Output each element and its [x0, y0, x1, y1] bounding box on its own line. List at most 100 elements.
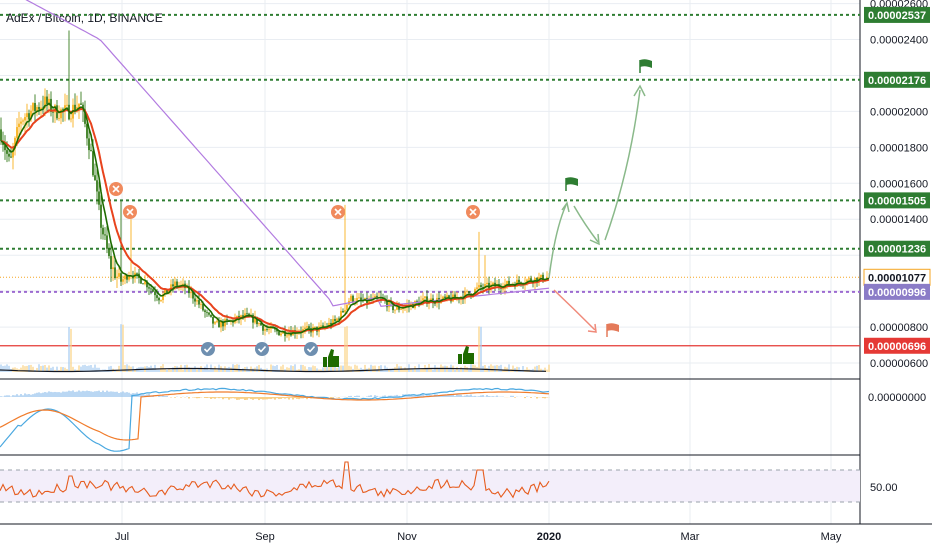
candle	[100, 195, 102, 240]
candle	[24, 113, 26, 133]
svg-text:0.00002176: 0.00002176	[868, 75, 926, 87]
volume-bar	[448, 367, 450, 372]
candle	[200, 302, 202, 309]
macd-histogram-bar	[220, 397, 222, 398]
volume-bar	[320, 369, 322, 372]
volume-bar	[64, 367, 66, 372]
macd-histogram-bar	[456, 394, 458, 397]
volume-bar	[484, 365, 486, 372]
macd-histogram-bar	[486, 395, 488, 397]
macd-histogram-bar	[478, 396, 480, 397]
macd-histogram-bar	[10, 396, 12, 397]
macd-histogram-bar	[44, 392, 46, 397]
volume-bar	[176, 366, 178, 372]
volume-bar	[122, 324, 124, 372]
volume-bar	[162, 364, 164, 372]
macd-histogram-bar	[100, 391, 102, 397]
x-circle-icon	[123, 205, 137, 219]
candle	[376, 292, 378, 302]
volume-bar	[80, 366, 82, 372]
volume-bar	[190, 367, 192, 372]
volume-bar	[270, 364, 272, 372]
orange-flag-icon	[606, 323, 619, 337]
volume-bar	[38, 364, 40, 372]
check-circle-icon	[201, 342, 215, 356]
candle	[212, 316, 214, 329]
volume-bar	[240, 369, 242, 372]
macd-histogram-bar	[120, 392, 122, 397]
green-flag-icon	[639, 59, 652, 73]
macd-histogram-bar	[258, 397, 260, 401]
price-tick-label: 0.00001400	[870, 214, 928, 226]
macd-histogram-bar	[28, 393, 30, 397]
macd-histogram-bar	[180, 397, 182, 398]
candle	[252, 313, 254, 329]
volume-bar	[66, 369, 68, 372]
macd-histogram-bar	[36, 392, 38, 397]
macd-histogram-bar	[110, 391, 112, 397]
macd-histogram-bar	[122, 391, 124, 397]
macd-histogram-bar	[236, 397, 238, 400]
macd-histogram-bar	[288, 397, 290, 400]
candle	[26, 103, 28, 129]
candle	[112, 256, 114, 281]
candle	[394, 309, 396, 314]
macd-histogram-bar	[376, 395, 378, 397]
projection-down	[553, 289, 596, 331]
volume-bar	[168, 368, 170, 372]
volume-bar	[294, 364, 296, 372]
volume-bar	[430, 368, 432, 372]
macd-histogram-bar	[56, 392, 58, 397]
macd-histogram-bar	[218, 397, 220, 399]
volume-bar	[108, 366, 110, 372]
volume-bar	[232, 364, 234, 372]
volume-bar	[248, 369, 250, 372]
macd-histogram-bar	[544, 397, 546, 399]
macd-histogram-bar	[374, 395, 376, 397]
check-circle-icon	[304, 342, 318, 356]
volume-bar	[392, 368, 394, 372]
price-level-box: 0.00001077	[863, 268, 931, 286]
volume-bar	[158, 369, 160, 372]
volume-bar	[442, 366, 444, 372]
macd-histogram-bar	[106, 390, 108, 397]
candle	[224, 315, 226, 331]
volume-bar	[164, 368, 166, 372]
macd-histogram-bar	[34, 393, 36, 397]
macd-histogram-bar	[144, 394, 146, 397]
macd-histogram-bar	[198, 397, 200, 399]
macd-histogram-bar	[204, 397, 206, 398]
macd-histogram-bar	[296, 397, 298, 399]
volume-bar	[192, 368, 194, 372]
volume-bar	[508, 364, 510, 372]
macd-histogram-bar	[46, 392, 48, 397]
volume-bar	[356, 365, 358, 372]
volume-bar	[52, 366, 54, 372]
macd-histogram-bar	[292, 397, 294, 400]
candle	[118, 266, 120, 280]
candle	[22, 118, 24, 126]
volume-bar	[286, 367, 288, 372]
candle	[158, 296, 160, 305]
volume-bar	[532, 368, 534, 372]
macd-histogram-bar	[410, 395, 412, 397]
macd-histogram-bar	[332, 397, 334, 398]
macd-histogram-bar	[194, 397, 196, 398]
candle	[104, 227, 106, 240]
price-tick-label: 0.00002000	[870, 106, 928, 118]
time-tick-label: 2020	[537, 531, 561, 543]
volume-bar	[126, 364, 128, 372]
volume-ma-line	[0, 367, 547, 373]
volume-bar	[216, 369, 218, 372]
macd-histogram-bar	[466, 394, 468, 397]
macd-histogram-bar	[78, 390, 80, 397]
candle	[246, 307, 248, 315]
macd-histogram-bar	[128, 392, 130, 397]
volume-bar	[346, 326, 348, 372]
candle	[128, 271, 130, 282]
volume-bar	[470, 364, 472, 372]
macd-histogram-bar	[480, 395, 482, 397]
volume-bar	[276, 364, 278, 372]
volume-bar	[280, 366, 282, 372]
candle	[98, 181, 100, 211]
